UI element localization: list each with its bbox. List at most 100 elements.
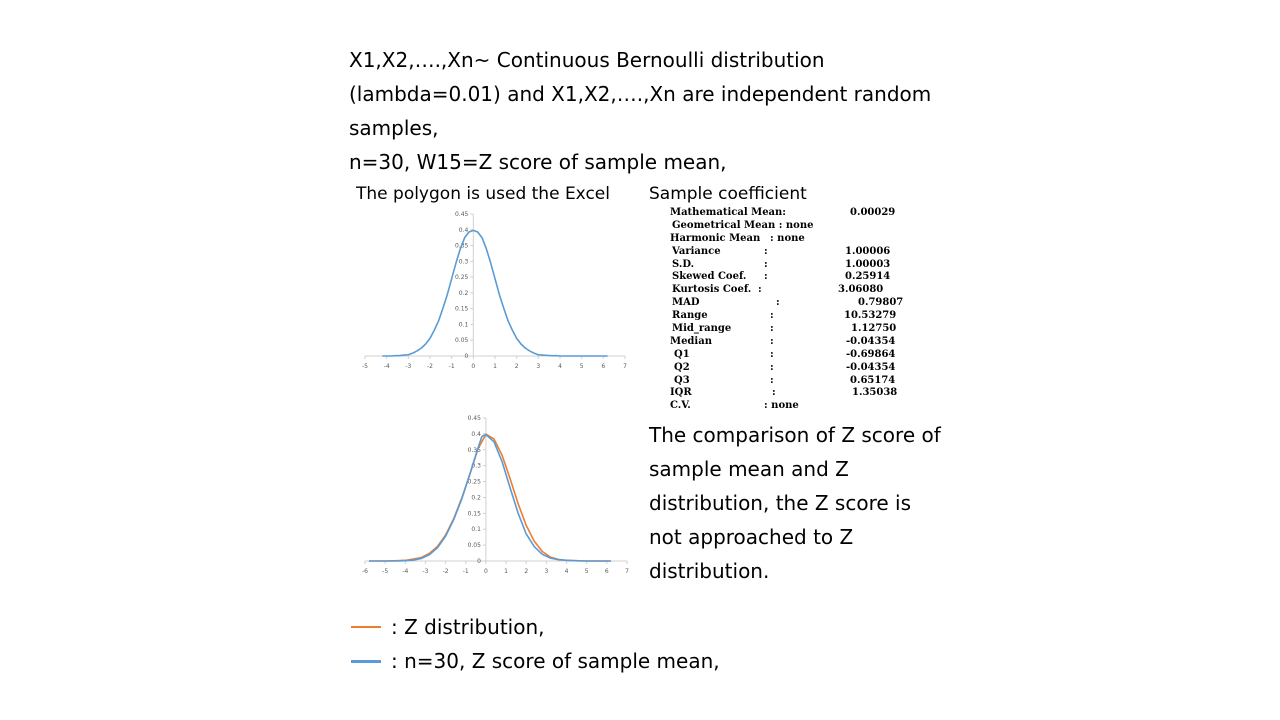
x-tick-label: -3 [405,363,411,370]
x-tick-label: 0 [484,568,488,575]
stats-value: 3.06080 [838,284,884,296]
stats-label: C.V. [670,400,691,412]
x-tick-label: 5 [580,363,584,370]
stats-value: -0.69864 [846,348,896,360]
y-tick-label: 0.4 [459,227,469,234]
stats-sep: : none [770,232,805,244]
x-tick-label: 5 [585,568,589,575]
x-tick-label: 2 [515,363,519,370]
stats-value: 1.00003 [845,258,891,270]
stats-value: 10.53279 [844,310,897,322]
stats-value: -0.04354 [846,361,896,373]
stats-label: Mid_range [672,323,732,335]
x-tick-label: -4 [402,568,408,575]
stats-row: Median: -0.04354 [670,336,910,349]
stats-label: S.D. [672,258,695,270]
stats-sep: : [770,310,774,322]
stats-value: 0.00029 [850,207,896,218]
stats-row: Q2: -0.04354 [670,362,910,375]
legend-label: : Z distribution, [391,615,545,639]
series-line-1 [382,229,608,357]
y-tick-label: 0.25 [468,479,482,486]
x-tick-label: -1 [449,363,455,370]
z-score-chart: -5 -4 -3 -2 -1 0 1 2 3 4 5 6 7 0 0.05 0.1 0.15 0.2 0.25 0.3… [362,211,627,370]
stats-value: 0.25914 [845,271,891,283]
x-tick-label: -6 [362,568,368,575]
conclusion-text: The comparison of Z score of sample mean… [649,418,949,588]
stats-sep: : [764,245,768,257]
stats-label: MAD [672,297,700,309]
conclusion-line: not approached to Z [649,525,854,549]
stats-row: Variance: 1.00006 [670,246,910,259]
series-line-2 [369,433,611,562]
x-tick-label: 6 [605,568,609,575]
stats-label: IQR [670,387,692,399]
y-tick-label: 0.3 [471,463,481,470]
y-tick-label: 0.3 [459,258,469,265]
stats-sep: : [764,271,768,283]
stats-row: Kurtosis Coef.: 3.06080 [670,284,910,297]
x-tick-label: 4 [565,568,569,575]
stats-sep: : [770,348,774,360]
stats-value: 0.79807 [858,297,904,309]
y-tick-label: 0 [477,558,481,565]
stats-sep: : [776,297,780,309]
stats-sep: : [772,387,776,399]
stats-row: S.D.: 1.00003 [670,259,910,272]
stats-label: Range [672,310,708,322]
stats-sep: : [758,284,762,296]
y-tick-label: 0.2 [471,494,481,501]
stats-row: IQR: 1.35038 [670,387,910,400]
stats-row: Harmonic Mean : none [670,233,910,246]
stats-label: Variance [672,245,721,257]
x-tick-label: -4 [384,363,390,370]
legend-item-z-distribution: : Z distribution, [351,615,545,639]
x-tick-label: 4 [558,363,562,370]
stats-value: 0.65174 [850,374,896,386]
stats-sep: : [764,258,768,270]
x-tick-label: 7 [623,363,627,370]
stats-value: 1.00006 [845,245,891,257]
stats-row: C.V.: none [670,400,910,413]
x-tick-label: 7 [625,568,629,575]
header-line-3: samples, [349,116,439,140]
stats-row: Q1: -0.69864 [670,349,910,362]
x-tick-label: -2 [427,363,433,370]
polygon-caption: The polygon is used the Excel [356,184,610,204]
y-tick-label: 0.4 [471,431,481,438]
blue-line-icon [351,659,381,663]
conclusion-line: distribution, the Z score is [649,491,912,515]
y-tick-label: 0.45 [455,211,469,218]
y-tick-label: 0.05 [468,542,482,549]
y-tick-label: 0.35 [468,447,482,454]
stats-row: Skewed Coef.: 0.25914 [670,271,910,284]
y-tick-label: 0.45 [468,415,482,422]
x-tick-label: 1 [493,363,497,370]
stats-label: Kurtosis Coef. [672,284,752,296]
stats-row: MAD: 0.79807 [670,297,910,310]
stats-row: Geometrical Mean : none [670,220,910,233]
y-tick-label: 0.15 [455,306,469,313]
stats-label: Skewed Coef. [672,271,747,283]
conclusion-line: distribution. [649,559,770,583]
x-tick-label: 1 [504,568,508,575]
stats-table: Mathematical Mean: 0.00029 Geometrical Me… [670,207,910,413]
legend-item-sample-mean: : n=30, Z score of sample mean, [351,649,720,673]
orange-line-icon [351,626,381,628]
x-tick-label: -1 [463,568,469,575]
stats-row: Mathematical Mean: 0.00029 [670,207,910,220]
stats-label: Q1 [674,348,690,360]
conclusion-line: sample mean and Z [649,457,849,481]
stats-label: Geometrical Mean : none [672,219,814,231]
x-tick-label: -5 [382,568,388,575]
x-tick-label: 0 [471,363,475,370]
y-tick-label: 0 [465,353,469,360]
y-tick-label: 0.15 [468,510,482,517]
stats-value: 1.12750 [851,323,897,335]
legend-label: : n=30, Z score of sample mean, [391,649,720,673]
x-tick-label: -5 [362,363,368,370]
stats-label: Harmonic Mean [670,232,761,244]
stats-sep: : [770,335,774,347]
stats-label: Q2 [674,361,690,373]
stats-value: 1.35038 [852,387,898,399]
